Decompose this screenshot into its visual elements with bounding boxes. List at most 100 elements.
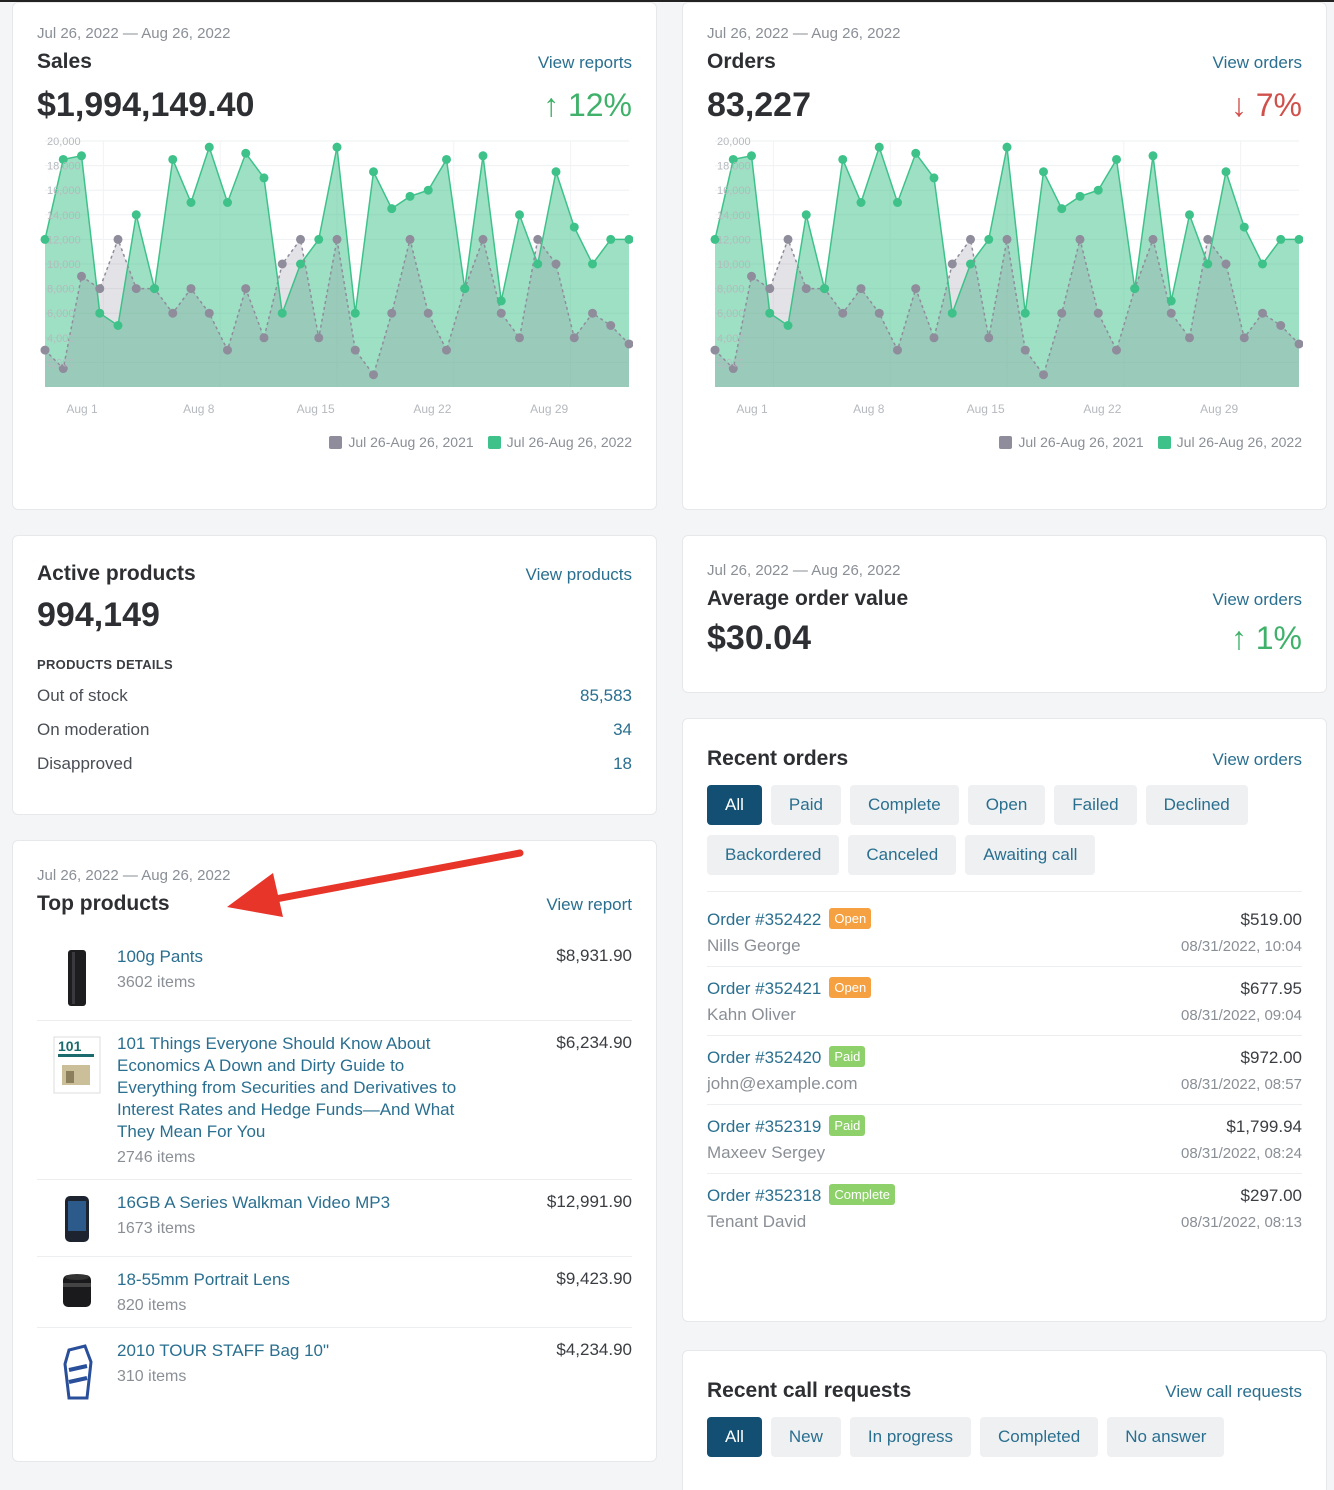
- view-report-link[interactable]: View report: [546, 895, 632, 914]
- data-point: [350, 308, 360, 318]
- orders-date-range: Jul 26, 2022 — Aug 26, 2022: [707, 25, 901, 42]
- data-point: [783, 234, 793, 244]
- table-row[interactable]: Order #352421 Open Kahn Oliver $677.95 08…: [707, 967, 1302, 1036]
- data-point: [77, 151, 86, 161]
- y-tick-label: 4,000: [717, 333, 745, 345]
- list-item[interactable]: 101 101 Things Everyone Should Know Abou…: [37, 1021, 632, 1180]
- order-id[interactable]: Order #352422: [707, 910, 822, 929]
- view-call-requests-link[interactable]: View call requests: [1165, 1382, 1302, 1401]
- x-tick-label: Aug 15: [297, 402, 335, 416]
- data-point: [569, 222, 579, 232]
- order-amount: $519.00: [1240, 910, 1302, 929]
- orders-list: Order #352422 Open Nills George $519.00 0…: [707, 898, 1302, 1242]
- book-cover-text: 101: [58, 1038, 82, 1054]
- call-filter-in-progress[interactable]: In progress: [849, 1417, 971, 1457]
- data-point: [1166, 308, 1176, 318]
- filter-awaiting-call[interactable]: Awaiting call: [965, 835, 1096, 875]
- list-item[interactable]: 16GB A Series Walkman Video MP3 1673 ite…: [37, 1180, 632, 1257]
- call-filter-new[interactable]: New: [770, 1417, 841, 1457]
- table-row[interactable]: Order #352422 Open Nills George $519.00 0…: [707, 898, 1302, 967]
- aov-date-range: Jul 26, 2022 — Aug 26, 2022: [707, 562, 901, 579]
- mp3-player-icon: [37, 1192, 117, 1244]
- filter-paid[interactable]: Paid: [770, 785, 841, 825]
- product-name[interactable]: 100g Pants: [117, 947, 204, 966]
- filter-all[interactable]: All: [707, 785, 762, 825]
- recent-orders-view-link[interactable]: View orders: [1212, 750, 1302, 769]
- y-tick-label: 12,000: [47, 234, 81, 246]
- view-products-link[interactable]: View products: [525, 565, 632, 584]
- product-name[interactable]: 101 Things Everyone Should Know About Ec…: [117, 1034, 457, 1141]
- call-filter-completed[interactable]: Completed: [979, 1417, 1099, 1457]
- data-point: [710, 234, 720, 244]
- series-area-1: [715, 147, 1299, 387]
- filter-failed[interactable]: Failed: [1054, 785, 1137, 825]
- book-icon: 101: [37, 1033, 117, 1167]
- filter-open[interactable]: Open: [967, 785, 1046, 825]
- data-point: [369, 167, 378, 177]
- product-items: 2746 items: [117, 1149, 196, 1166]
- aov-view-orders-link[interactable]: View orders: [1212, 590, 1302, 609]
- detail-value[interactable]: 85,583: [580, 686, 632, 705]
- data-point: [296, 259, 305, 269]
- sales-value: $1,994,149.40: [37, 86, 255, 124]
- view-orders-link[interactable]: View orders: [1212, 53, 1302, 72]
- product-items: 820 items: [117, 1297, 187, 1314]
- filter-backordered[interactable]: Backordered: [707, 835, 840, 875]
- order-id[interactable]: Order #352318: [707, 1186, 822, 1205]
- filter-complete[interactable]: Complete: [849, 785, 959, 825]
- filter-canceled[interactable]: Canceled: [848, 835, 957, 875]
- product-name[interactable]: 18-55mm Portrait Lens: [117, 1270, 290, 1289]
- detail-value[interactable]: 34: [613, 720, 632, 739]
- detail-label: Disapproved: [37, 754, 133, 773]
- detail-label: On moderation: [37, 720, 150, 739]
- order-customer: Maxeev Sergey: [707, 1143, 826, 1162]
- table-row[interactable]: Order #352319 Paid Maxeev Sergey $1,799.9…: [707, 1105, 1302, 1174]
- sales-date-range: Jul 26, 2022 — Aug 26, 2022: [37, 25, 231, 42]
- view-reports-link[interactable]: View reports: [537, 53, 632, 72]
- orders-delta-value: 7%: [1255, 87, 1302, 123]
- data-point: [113, 234, 123, 244]
- y-tick-label: 6,000: [717, 308, 745, 320]
- data-point: [442, 345, 451, 355]
- order-id[interactable]: Order #352420: [707, 1048, 822, 1067]
- data-point: [478, 234, 488, 244]
- filter-declined[interactable]: Declined: [1145, 785, 1248, 825]
- detail-value[interactable]: 18: [613, 754, 632, 773]
- data-point: [765, 308, 775, 318]
- table-row[interactable]: Order #352318 Complete Tenant David $297.…: [707, 1174, 1302, 1242]
- data-point: [515, 210, 524, 220]
- data-point: [1093, 185, 1103, 195]
- product-name[interactable]: 2010 TOUR STAFF Bag 10": [117, 1341, 330, 1360]
- data-point: [947, 308, 957, 318]
- orders-title: Orders: [707, 50, 776, 73]
- data-point: [58, 364, 68, 374]
- y-tick-label: 10,000: [47, 259, 81, 271]
- annotation-arrow-icon: [227, 849, 524, 917]
- data-point: [1276, 321, 1286, 330]
- order-time: 08/31/2022, 10:04: [1181, 938, 1302, 955]
- product-name[interactable]: 16GB A Series Walkman Video MP3: [117, 1193, 391, 1212]
- data-point: [929, 173, 939, 183]
- y-tick-label: 20,000: [717, 136, 751, 148]
- data-point: [1276, 234, 1286, 244]
- call-filter-all[interactable]: All: [707, 1417, 762, 1457]
- list-item[interactable]: 100g Pants 3602 items $8,931.90: [37, 934, 632, 1021]
- data-point: [1203, 234, 1213, 244]
- call-filter-no-answer[interactable]: No answer: [1107, 1417, 1225, 1457]
- y-tick-label: 8,000: [717, 284, 745, 296]
- top-products-card: Jul 26, 2022 — Aug 26, 2022 Top products…: [12, 840, 657, 1462]
- data-point: [551, 167, 561, 177]
- data-point: [496, 308, 506, 318]
- list-item[interactable]: 18-55mm Portrait Lens 820 items $9,423.9…: [37, 1257, 632, 1328]
- pants-icon: [37, 946, 117, 1008]
- order-id[interactable]: Order #352421: [707, 979, 822, 998]
- table-row[interactable]: Order #352420 Paid john@example.com $972.…: [707, 1036, 1302, 1105]
- x-tick-label: Aug 1: [736, 402, 768, 416]
- golf-bag-icon: [37, 1340, 117, 1402]
- list-item[interactable]: 2010 TOUR STAFF Bag 10" 310 items $4,234…: [37, 1328, 632, 1414]
- order-amount: $1,799.94: [1226, 1117, 1302, 1136]
- sales-delta: ↑ 12%: [543, 87, 632, 124]
- data-point: [40, 234, 50, 244]
- data-point: [95, 284, 105, 294]
- order-id[interactable]: Order #352319: [707, 1117, 822, 1136]
